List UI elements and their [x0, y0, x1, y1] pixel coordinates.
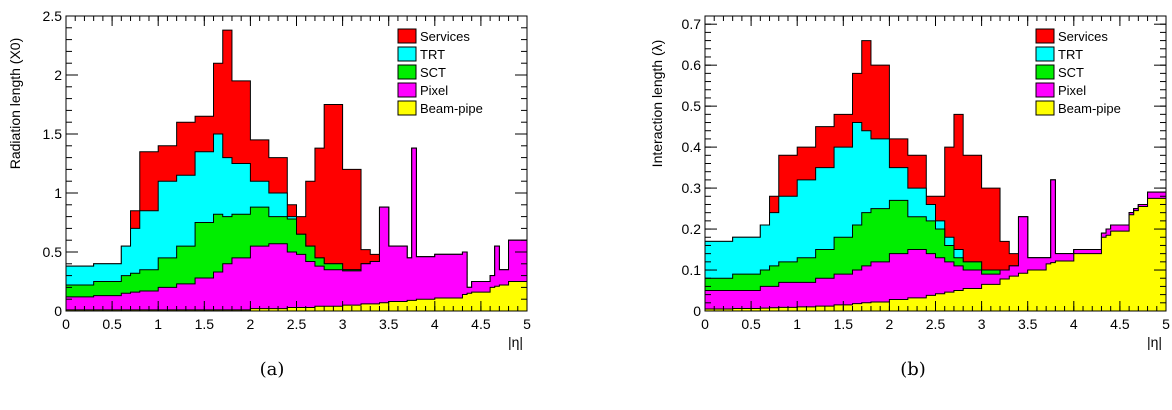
x-tick-label: 4 [431, 316, 439, 332]
y-tick-label: 2 [54, 67, 62, 83]
legend-label-sct: SCT [1058, 65, 1084, 80]
x-tick-label: 3 [339, 316, 347, 332]
x-axis: 0 0.5 1 1.5 2 2.5 3 3.5 4 4.5 5|η| [62, 16, 531, 350]
panel-caption: (b) [900, 359, 926, 380]
legend-swatch-trt [397, 46, 417, 62]
x-tick-label: 1.5 [195, 316, 215, 332]
x-tick-label: 3 [978, 316, 986, 332]
legend-label-trt: TRT [420, 47, 445, 62]
y-axis: 0 0.1 0.2 0.3 0.4 0.5 0.6 0.7 Interaction length… [649, 15, 1166, 319]
x-tick-label: 0 [701, 316, 709, 332]
x-tick-label: 4 [1070, 316, 1078, 332]
area-beam-pipe [65, 273, 528, 312]
x-tick-label: 2 [247, 316, 255, 332]
y-axis-label: Radiation length (X0) [7, 38, 23, 170]
area-series-group [65, 29, 528, 312]
legend-label-services: Services [1058, 29, 1108, 44]
x-tick-label: 0 [62, 316, 70, 332]
x-tick-label: 3.5 [379, 316, 399, 332]
x-tick-label: 5 [1162, 316, 1170, 332]
legend-swatch-sct [1035, 64, 1055, 80]
panel-a-radiation-length: 0 0.5 1 1.5 2 2.5 3 3.5 4 4.5 5|η| 0 0.5 1 1.5 2 2.5 Radi… [7, 8, 531, 380]
y-tick-label: 0.7 [682, 16, 702, 32]
y-tick-label: 0.3 [682, 180, 702, 196]
legend-label-pixel: Pixel [1058, 83, 1086, 98]
y-tick-label: 1 [54, 185, 62, 201]
x-tick-label: 2 [886, 316, 894, 332]
x-tick-label: 1 [154, 316, 162, 332]
area-pixel [65, 147, 528, 312]
y-tick-label: 0 [54, 303, 62, 319]
x-axis-label: |η| [508, 334, 523, 350]
legend: Services TRT SCT Pixel Beam-pipe [1035, 28, 1121, 116]
x-axis-label: |η| [1147, 334, 1162, 350]
legend-label-beam-pipe: Beam-pipe [1058, 101, 1121, 116]
y-tick-label: 0.5 [682, 98, 702, 114]
x-tick-label: 0.5 [102, 316, 122, 332]
area-beam-pipe [704, 183, 1167, 312]
y-tick-label: 0.5 [43, 244, 63, 260]
x-tick-label: 1.5 [834, 316, 854, 332]
area-series-group [704, 40, 1167, 312]
x-tick-label: 5 [523, 316, 531, 332]
legend-label-services: Services [420, 29, 470, 44]
legend-swatch-services [1035, 28, 1055, 44]
legend-swatch-beam-pipe [1035, 100, 1055, 116]
x-tick-label: 1 [793, 316, 801, 332]
x-tick-label: 4.5 [471, 316, 491, 332]
legend-label-sct: SCT [420, 65, 446, 80]
legend-swatch-sct [397, 64, 417, 80]
x-tick-label: 3.5 [1018, 316, 1038, 332]
x-tick-label: 2.5 [926, 316, 946, 332]
panel-b-interaction-length: 0 0.5 1 1.5 2 2.5 3 3.5 4 4.5 5|η| 0 0.1 0.2 0.3 0.4 0.5… [649, 15, 1170, 380]
legend-swatch-services [397, 28, 417, 44]
y-tick-label: 0.2 [682, 221, 702, 237]
y-tick-label: 0 [693, 303, 701, 319]
x-tick-label: 4.5 [1110, 316, 1130, 332]
y-tick-label: 2.5 [43, 8, 63, 24]
legend: Services TRT SCT Pixel Beam-pipe [397, 28, 483, 116]
legend-label-trt: TRT [1058, 47, 1083, 62]
x-tick-label: 2.5 [287, 316, 307, 332]
legend-swatch-beam-pipe [397, 100, 417, 116]
y-tick-label: 1.5 [43, 126, 63, 142]
y-tick-label: 0.4 [682, 139, 702, 155]
legend-swatch-pixel [397, 82, 417, 98]
x-tick-label: 0.5 [741, 316, 761, 332]
y-axis-label: Interaction length (λ) [649, 40, 665, 168]
y-tick-label: 0.6 [682, 57, 702, 73]
y-axis: 0 0.5 1 1.5 2 2.5 Radiation length (X0) [7, 8, 527, 319]
x-axis: 0 0.5 1 1.5 2 2.5 3 3.5 4 4.5 5|η| [701, 16, 1170, 350]
legend-label-pixel: Pixel [420, 83, 448, 98]
legend-swatch-pixel [1035, 82, 1055, 98]
panel-caption: (a) [260, 359, 285, 380]
y-tick-label: 0.1 [682, 262, 702, 278]
legend-swatch-trt [1035, 46, 1055, 62]
legend-label-beam-pipe: Beam-pipe [420, 101, 483, 116]
